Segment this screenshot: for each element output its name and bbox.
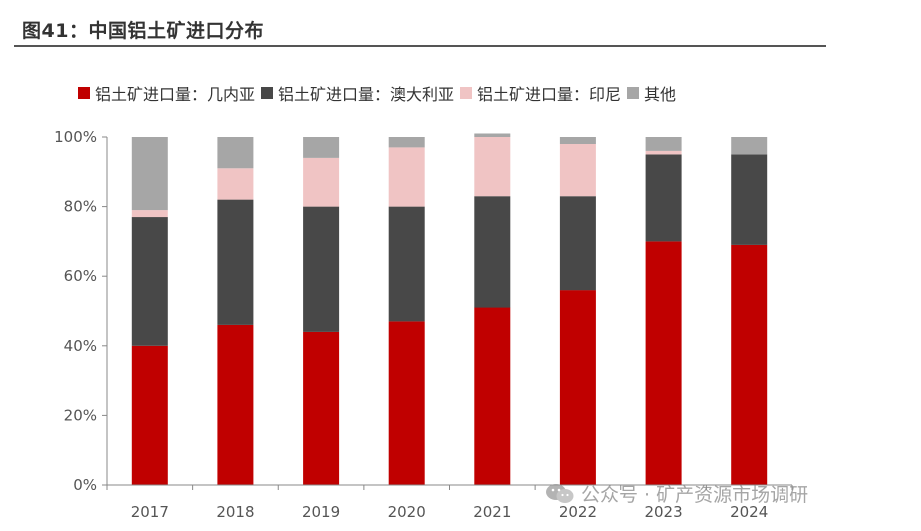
bar-2020-series-2 (388, 147, 425, 207)
bars-layer (131, 133, 768, 485)
y-tick-label: 80% (64, 198, 97, 216)
y-tick-label: 20% (64, 406, 97, 424)
bar-2018-series-3 (217, 137, 254, 169)
bar-2021-series-1 (474, 196, 511, 308)
bar-2018-series-1 (217, 199, 254, 325)
legend-item-other: 其他 (627, 81, 676, 105)
bar-2023-series-0 (645, 241, 682, 485)
axes-layer: 2017 2018 2019 2020 2021 2022 2023 2024 0% 20% 40%… (54, 128, 793, 521)
bar-2023-series-1 (645, 154, 682, 242)
x-tick-label: 2018 (216, 503, 254, 521)
y-tick-label: 0% (73, 476, 97, 494)
legend-item-australia: 铝土矿进口量：澳大利亚 (261, 81, 454, 105)
bar-2018-series-2 (217, 168, 254, 200)
bar-2024-series-0 (731, 244, 768, 485)
legend-item-indonesia: 铝土矿进口量：印尼 (460, 81, 621, 105)
chart-legend: 铝土矿进口量：几内亚 铝土矿进口量：澳大利亚 铝土矿进口量：印尼 其他 (78, 82, 682, 104)
bar-2019-series-1 (303, 206, 340, 332)
bar-2020-series-0 (388, 321, 425, 485)
legend-item-guinea: 铝土矿进口量：几内亚 (78, 81, 255, 105)
legend-label-guinea: 铝土矿进口量：几内亚 (95, 85, 256, 104)
x-tick-label: 2019 (302, 503, 340, 521)
bar-2019-series-0 (303, 331, 340, 485)
bar-2021-series-0 (474, 307, 511, 485)
bar-2024-series-3 (731, 137, 768, 155)
bar-2024-series-1 (731, 154, 768, 245)
x-tick-label: 2023 (644, 503, 682, 521)
bar-2017-series-0 (131, 345, 168, 485)
title-divider (14, 45, 826, 47)
figure-title: 图41：中国铝土矿进口分布 (22, 20, 264, 42)
legend-swatch-indonesia (460, 87, 473, 99)
watermark-text: 公众号 · 矿产资源市场调研 (581, 484, 809, 506)
bar-2019-series-2 (303, 157, 340, 207)
legend-swatch-other (627, 87, 640, 99)
bar-2017-series-3 (131, 137, 168, 211)
bar-2021-series-2 (474, 137, 511, 197)
bar-2022-series-1 (559, 196, 596, 291)
bar-2017-series-1 (131, 217, 168, 346)
legend-label-australia: 铝土矿进口量：澳大利亚 (278, 85, 455, 104)
watermark: 公众号 · 矿产资源市场调研 (545, 480, 808, 507)
bar-2019-series-3 (303, 137, 340, 158)
bar-2020-series-3 (388, 137, 425, 148)
bar-2020-series-1 (388, 206, 425, 322)
y-tick-label: 40% (64, 337, 97, 355)
x-tick-label: 2024 (730, 503, 768, 521)
bar-2023-series-3 (645, 137, 682, 151)
x-tick-label: 2017 (131, 503, 169, 521)
y-tick-label: 100% (54, 128, 97, 146)
x-tick-label: 2021 (473, 503, 511, 521)
wechat-icon (546, 483, 574, 503)
bar-2021-series-3 (474, 133, 511, 137)
bar-2018-series-0 (217, 324, 254, 485)
x-tick-label: 2022 (559, 503, 597, 521)
bar-2023-series-2 (645, 150, 682, 155)
bar-2022-series-0 (559, 290, 596, 485)
legend-label-indonesia: 铝土矿进口量：印尼 (477, 85, 622, 104)
bar-2022-series-2 (559, 144, 596, 197)
y-tick-label: 60% (64, 267, 97, 285)
legend-label-other: 其他 (644, 85, 677, 104)
x-tick-label: 2020 (388, 503, 426, 521)
legend-swatch-guinea (78, 87, 90, 99)
legend-swatch-australia (261, 87, 274, 99)
bar-2022-series-3 (559, 137, 596, 144)
bar-2017-series-2 (131, 210, 168, 218)
